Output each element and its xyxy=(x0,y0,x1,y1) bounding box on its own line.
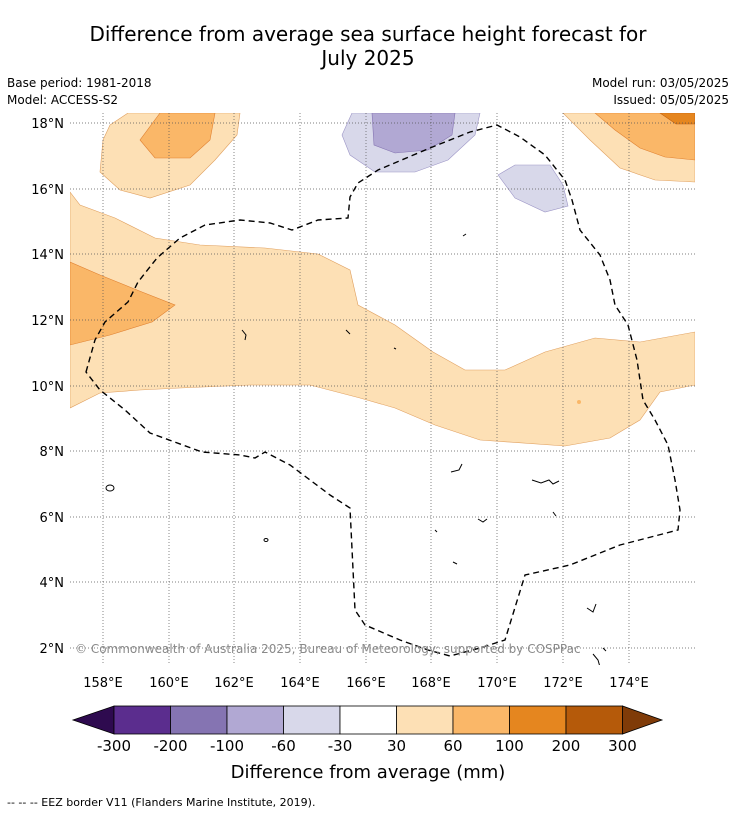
lon-label: 164°E xyxy=(280,676,320,691)
colorbar-label: Difference from average (mm) xyxy=(231,762,506,783)
contour-60-100-topleft xyxy=(139,113,216,159)
colorbar-extend-low xyxy=(71,705,115,735)
island xyxy=(531,479,560,485)
lat-label: 16°N xyxy=(31,183,64,198)
colorbar-tick: -300 xyxy=(97,737,131,755)
latitude-labels: 18°N 16°N 14°N 12°N 10°N 8°N 6°N 4°N 2°N xyxy=(31,117,64,657)
island xyxy=(241,329,247,341)
colorbar-tick: -30 xyxy=(328,737,353,755)
lat-label: 6°N xyxy=(40,511,65,526)
model-run: Model run: 03/05/2025 xyxy=(591,76,729,90)
longitude-labels: 158°E 160°E 162°E 164°E 166°E 168°E 170°E 172°E… xyxy=(83,676,649,691)
island xyxy=(586,603,597,613)
lon-label: 162°E xyxy=(214,676,254,691)
title-line-1: Difference from average sea surface heig… xyxy=(89,22,647,46)
island xyxy=(592,653,600,665)
colorbar-tick: 60 xyxy=(443,737,462,755)
colorbar-segment xyxy=(113,705,171,735)
contour-30-60-band xyxy=(70,191,695,447)
islands xyxy=(105,233,607,665)
eez-legend-text: -- -- -- EEZ border V11 (Flanders Marine… xyxy=(7,796,316,809)
island xyxy=(477,518,488,523)
issued-date: Issued: 05/05/2025 xyxy=(613,93,729,107)
lon-label: 158°E xyxy=(83,676,123,691)
contour-small-dot xyxy=(577,400,581,404)
lon-label: 170°E xyxy=(477,676,517,691)
lat-label: 12°N xyxy=(31,314,64,329)
colorbar-tick: -60 xyxy=(271,737,296,755)
island xyxy=(462,233,467,237)
lat-label: 18°N xyxy=(31,117,64,132)
island xyxy=(452,561,458,565)
lon-label: 166°E xyxy=(346,676,386,691)
meta-left: Base period: 1981-2018 Model: ACCESS-S2 xyxy=(7,75,152,109)
colorbar-segment xyxy=(396,705,454,735)
colorbar-tick: 30 xyxy=(387,737,406,755)
island xyxy=(434,529,438,533)
lon-label: 172°E xyxy=(543,676,583,691)
contour-neg30-neg60-right xyxy=(497,164,569,213)
colorbar-segment xyxy=(339,705,397,735)
lat-label: 8°N xyxy=(40,445,65,460)
base-period: Base period: 1981-2018 xyxy=(7,76,152,90)
copyright-text: © Commonwealth of Australia 2025, Bureau… xyxy=(75,642,581,656)
model-name: Model: ACCESS-S2 xyxy=(7,93,119,107)
colorbar-segment xyxy=(226,705,284,735)
lat-label: 2°N xyxy=(40,642,65,657)
island xyxy=(450,463,463,473)
colorbar-segment xyxy=(170,705,228,735)
island xyxy=(345,329,351,335)
lon-label: 168°E xyxy=(411,676,451,691)
island xyxy=(393,347,397,350)
lon-label: 174°E xyxy=(609,676,649,691)
contour-neg60-neg100-top xyxy=(371,113,456,154)
colorbar-tick: 200 xyxy=(552,737,581,755)
eez-border xyxy=(85,124,681,657)
map-plot-area xyxy=(70,113,695,665)
colorbar-segment xyxy=(452,705,510,735)
colorbar-segment xyxy=(509,705,567,735)
contour-60-100-west xyxy=(70,261,176,346)
colorbar xyxy=(71,705,664,735)
lat-label: 4°N xyxy=(40,576,65,591)
colorbar-extend-high xyxy=(622,705,664,735)
colorbar-tick: -200 xyxy=(153,737,187,755)
lat-label: 14°N xyxy=(31,248,64,263)
chart-title: Difference from average sea surface heig… xyxy=(0,22,736,70)
island xyxy=(552,511,557,517)
colorbar-segment xyxy=(565,705,623,735)
lon-label: 160°E xyxy=(149,676,189,691)
lat-label: 10°N xyxy=(31,380,64,395)
island xyxy=(263,538,269,542)
title-line-2: July 2025 xyxy=(321,46,415,70)
colorbar-segment xyxy=(283,705,341,735)
contour-60-100-topright xyxy=(594,113,695,161)
colorbar-tick-labels: -300 -200 -100 -60 -30 30 60 100 200 300 xyxy=(97,737,637,755)
island xyxy=(105,484,115,492)
colorbar-tick: 300 xyxy=(608,737,637,755)
meta-right: Model run: 03/05/2025 Issued: 05/05/2025 xyxy=(592,75,729,109)
colorbar-tick: -100 xyxy=(210,737,244,755)
colorbar-tick: 100 xyxy=(495,737,524,755)
island xyxy=(602,647,607,652)
contour-100-200-topright xyxy=(659,113,695,125)
grid-lines xyxy=(70,113,695,665)
